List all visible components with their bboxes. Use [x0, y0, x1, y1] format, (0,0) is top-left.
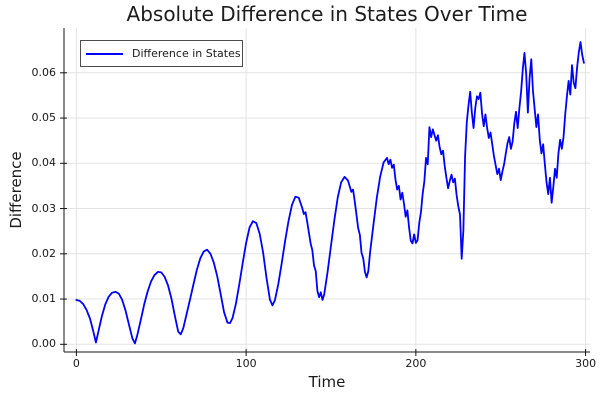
x-tick-label: 0 [72, 357, 80, 370]
y-tick-label: 0.02 [31, 246, 57, 260]
x-tick-label: 100 [235, 357, 257, 370]
x-axis-label: Time [308, 373, 346, 391]
x-tick-label: 300 [575, 357, 597, 370]
y-tick-label: 0.04 [31, 156, 57, 170]
series-line [75, 41, 585, 345]
legend-line-sample [86, 52, 123, 55]
y-tick-label: 0.05 [31, 111, 57, 125]
y-tick-label: 0.00 [31, 337, 57, 351]
legend-entry-label: Difference in States [132, 47, 241, 60]
y-tick-label: 0.03 [31, 201, 57, 215]
y-tick-label: 0.06 [31, 65, 57, 79]
y-axis-label: Difference [7, 151, 25, 229]
y-tick-label: 0.01 [31, 292, 57, 306]
legend: Difference in States [80, 40, 243, 67]
chart-title: Absolute Difference in States Over Time [126, 2, 528, 26]
x-tick-label: 200 [405, 357, 427, 370]
